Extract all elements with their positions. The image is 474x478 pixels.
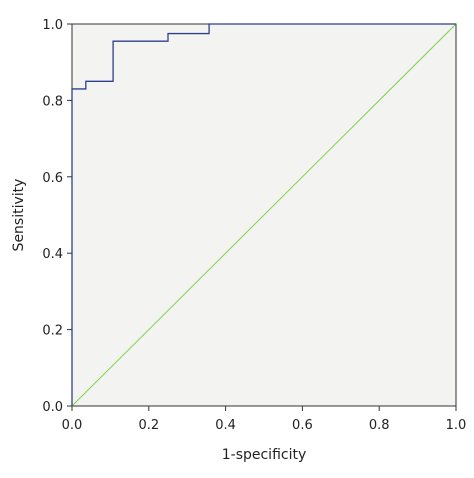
series-layer	[71, 23, 457, 407]
x-tick-label: 0.2	[138, 418, 159, 433]
y-tick-label: 1.0	[42, 18, 63, 33]
y-axis-title: Sensitivity	[11, 179, 27, 252]
y-tick-label: 0.6	[42, 171, 63, 186]
reference-diagonal-line	[71, 23, 457, 407]
roc-curve-line	[71, 23, 456, 406]
x-tick-label: 0.0	[62, 418, 83, 433]
x-axis-title: 1-specificity	[222, 447, 307, 463]
y-tick-label: 0.8	[42, 94, 63, 109]
y-axis: 0.0 0.2 0.4 0.6 0.8 1.0	[42, 18, 72, 415]
x-axis: 0.0 0.2 0.4 0.6 0.8 1.0	[62, 406, 467, 433]
y-tick-label: 0.0	[42, 400, 63, 415]
y-tick-label: 0.4	[42, 247, 63, 262]
x-tick-label: 1.0	[446, 418, 467, 433]
x-tick-label: 0.8	[369, 418, 390, 433]
x-tick-label: 0.6	[292, 418, 313, 433]
x-tick-label: 0.4	[215, 418, 236, 433]
y-tick-label: 0.2	[42, 324, 63, 339]
